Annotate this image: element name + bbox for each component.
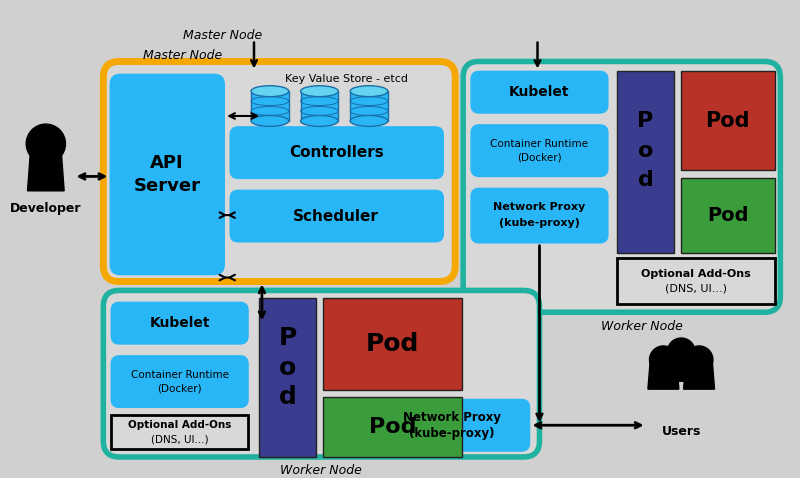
FancyBboxPatch shape	[230, 127, 443, 178]
Text: API: API	[150, 153, 183, 172]
Text: Network Proxy: Network Proxy	[494, 202, 586, 212]
Text: Pod: Pod	[706, 111, 750, 131]
Text: Pod: Pod	[366, 332, 419, 356]
Text: o: o	[279, 356, 296, 380]
Text: Scheduler: Scheduler	[294, 208, 379, 224]
Ellipse shape	[301, 86, 338, 97]
Text: Optional Add-Ons: Optional Add-Ons	[128, 420, 231, 430]
Bar	[617, 71, 674, 253]
Text: (DNS, UI...): (DNS, UI...)	[665, 283, 727, 293]
Bar	[301, 91, 338, 121]
Circle shape	[685, 346, 713, 374]
Ellipse shape	[350, 116, 388, 126]
Text: d: d	[638, 170, 654, 190]
Ellipse shape	[251, 116, 289, 126]
Ellipse shape	[350, 86, 388, 97]
Text: Network Proxy: Network Proxy	[403, 411, 502, 424]
Bar	[682, 71, 775, 171]
Circle shape	[667, 338, 695, 366]
Text: d: d	[278, 385, 297, 410]
Polygon shape	[684, 358, 714, 389]
Ellipse shape	[301, 116, 338, 126]
Ellipse shape	[251, 86, 289, 97]
Bar	[323, 298, 462, 390]
Text: (Docker): (Docker)	[158, 383, 202, 393]
FancyBboxPatch shape	[110, 75, 224, 274]
Bar	[251, 91, 289, 121]
Text: Kubelet: Kubelet	[150, 316, 210, 330]
Text: Optional Add-Ons: Optional Add-Ons	[642, 269, 751, 279]
Text: Container Runtime: Container Runtime	[130, 369, 229, 380]
FancyBboxPatch shape	[103, 62, 455, 282]
Bar	[682, 178, 775, 253]
Text: Users: Users	[662, 424, 701, 438]
Text: P: P	[278, 326, 297, 350]
Polygon shape	[648, 358, 679, 389]
Text: Container Runtime: Container Runtime	[490, 139, 589, 149]
Bar	[259, 298, 317, 457]
Bar	[350, 91, 388, 121]
FancyBboxPatch shape	[463, 62, 780, 312]
Text: (DNS, UI...): (DNS, UI...)	[151, 434, 209, 444]
Text: Worker Node: Worker Node	[601, 320, 682, 333]
Polygon shape	[27, 150, 64, 191]
Text: o: o	[638, 141, 654, 161]
Text: Master Node: Master Node	[182, 29, 262, 42]
Text: Key Value Store - etcd: Key Value Store - etcd	[285, 74, 408, 84]
Text: (kube-proxy): (kube-proxy)	[410, 427, 495, 440]
FancyBboxPatch shape	[230, 190, 443, 242]
FancyBboxPatch shape	[111, 356, 248, 407]
FancyBboxPatch shape	[376, 400, 530, 451]
Bar	[617, 258, 775, 304]
Bar	[323, 398, 462, 457]
Text: (kube-proxy): (kube-proxy)	[499, 218, 580, 228]
Circle shape	[26, 124, 66, 163]
FancyBboxPatch shape	[111, 302, 248, 344]
Text: (Docker): (Docker)	[517, 152, 562, 163]
FancyBboxPatch shape	[103, 291, 539, 457]
Bar	[111, 415, 248, 449]
FancyBboxPatch shape	[471, 125, 608, 176]
Text: Server: Server	[134, 177, 200, 196]
Text: Pod: Pod	[369, 417, 417, 437]
Text: Pod: Pod	[707, 206, 749, 225]
Polygon shape	[666, 349, 697, 381]
FancyBboxPatch shape	[471, 188, 608, 243]
Text: Master Node: Master Node	[143, 49, 222, 62]
Circle shape	[650, 346, 678, 374]
FancyBboxPatch shape	[471, 71, 608, 113]
Text: Worker Node: Worker Node	[281, 464, 362, 478]
Text: P: P	[638, 111, 654, 131]
Text: Controllers: Controllers	[289, 145, 384, 160]
Text: Developer: Developer	[10, 202, 82, 215]
Text: Kubelet: Kubelet	[510, 85, 570, 99]
